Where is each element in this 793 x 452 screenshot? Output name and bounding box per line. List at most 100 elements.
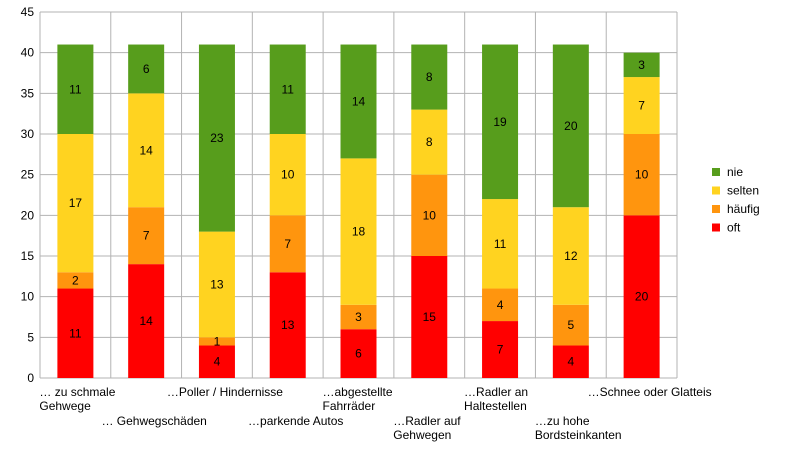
data-label: 1 [214, 334, 221, 348]
data-label: 20 [564, 119, 578, 133]
legend-swatch-selten [712, 186, 720, 195]
bar-segment-oft [623, 215, 660, 378]
data-label: 4 [567, 355, 574, 369]
y-tick-label: 45 [21, 5, 35, 19]
bar-segment-nie [623, 52, 660, 78]
data-label: 3 [355, 310, 362, 324]
y-tick-label: 35 [21, 86, 35, 100]
data-label: 6 [355, 347, 362, 361]
bar-segment-häufig [482, 288, 519, 322]
x-category-label: …Radler an Haltestellen [464, 385, 528, 413]
legend-label-oft: oft [727, 221, 741, 235]
data-label: 10 [423, 208, 437, 222]
bar-segment-oft [411, 256, 448, 378]
legend-swatch-oft [712, 223, 720, 232]
bar-segment-selten [269, 134, 306, 216]
data-label: 6 [143, 62, 150, 76]
bar-segment-oft [128, 264, 165, 378]
bar-segment-oft [57, 288, 94, 378]
x-axis: … zu schmale Gehwege… Gehwegschäden …Polle… [39, 385, 711, 442]
data-label: 4 [214, 355, 221, 369]
y-tick-label: 5 [27, 330, 34, 344]
data-label: 19 [493, 115, 507, 129]
data-label: 4 [497, 298, 504, 312]
bar-segment-selten [198, 231, 235, 338]
data-label: 5 [567, 318, 574, 332]
data-label: 7 [497, 343, 504, 357]
legend: nie selten häufig oft [712, 165, 760, 235]
x-category-label: …abgestellte Fahrräder [323, 385, 393, 413]
bar-segment-nie [198, 44, 235, 232]
data-label: 8 [426, 70, 433, 84]
data-label: 7 [638, 99, 645, 113]
data-label: 11 [69, 82, 82, 96]
x-category-label: …Radler auf Gehwegen [393, 414, 461, 442]
data-label: 14 [352, 94, 366, 108]
bar-segment-selten [411, 109, 448, 175]
data-label: 12 [564, 249, 578, 263]
data-label: 7 [143, 229, 150, 243]
y-tick-label: 40 [21, 46, 35, 60]
y-tick-label: 10 [21, 290, 35, 304]
bar-segment-oft [552, 345, 589, 378]
legend-swatch-häufig [712, 205, 720, 213]
bar-segment-nie [57, 44, 94, 134]
legend-label-häufig: häufig [727, 202, 760, 216]
data-label: 18 [352, 225, 366, 239]
data-label: 11 [69, 326, 82, 340]
legend-label-nie: nie [727, 165, 743, 179]
bar-segment-oft [340, 329, 377, 378]
bar-segment-häufig [128, 207, 165, 265]
bar-segment-häufig [198, 337, 235, 346]
y-axis: 0 5 10 15 20 25 30 35 40 45 [21, 5, 35, 385]
data-labels: 1121711147146411323137101163181415108874… [69, 58, 649, 369]
bar-segment-häufig [623, 134, 660, 216]
data-label: 20 [635, 290, 649, 304]
bar-segment-häufig [411, 174, 448, 256]
bar-segment-häufig [552, 304, 589, 346]
y-tick-label: 20 [21, 208, 35, 222]
y-tick-label: 25 [21, 168, 35, 182]
x-category-label: … zu schmale Gehwege [39, 385, 115, 413]
data-label: 15 [423, 310, 437, 324]
bar-segment-nie [482, 44, 519, 200]
y-tick-label: 15 [21, 249, 35, 263]
bar-segment-nie [552, 44, 589, 208]
bar-segment-nie [340, 44, 377, 159]
data-label: 11 [281, 82, 294, 96]
bar-segment-selten [128, 93, 165, 208]
x-category-label: …zu hohe Bordsteinkanten [535, 414, 622, 442]
x-category-label: …Schnee oder Glatteis [588, 385, 712, 399]
data-label: 2 [72, 273, 79, 287]
legend-swatch-nie [712, 168, 720, 176]
bar-segment-häufig [340, 304, 377, 330]
bar-segment-oft [482, 321, 519, 378]
data-label: 17 [69, 196, 83, 210]
bar-segment-selten [552, 207, 589, 305]
data-label: 10 [635, 168, 649, 182]
y-tick-label: 0 [27, 371, 34, 385]
bar-segment-selten [623, 77, 660, 134]
data-label: 10 [281, 168, 295, 182]
bar-segment-oft [198, 345, 235, 378]
bar-segment-oft [269, 272, 306, 378]
data-label: 3 [638, 58, 645, 72]
bar-segment-nie [411, 44, 448, 110]
x-category-label: …Poller / Hindernisse [167, 385, 283, 399]
bars [57, 44, 660, 378]
bar-segment-nie [128, 44, 165, 94]
bar-segment-selten [57, 134, 94, 273]
bar-segment-selten [482, 199, 519, 289]
data-label: 7 [284, 237, 291, 251]
bar-segment-selten [340, 158, 377, 305]
legend-label-selten: selten [727, 184, 759, 198]
data-label: 8 [426, 135, 433, 149]
data-label: 14 [139, 314, 153, 328]
bar-segment-häufig [57, 272, 94, 289]
bar-segment-nie [269, 44, 306, 134]
data-label: 13 [281, 318, 295, 332]
data-label: 13 [210, 277, 224, 291]
y-tick-label: 30 [21, 127, 35, 141]
